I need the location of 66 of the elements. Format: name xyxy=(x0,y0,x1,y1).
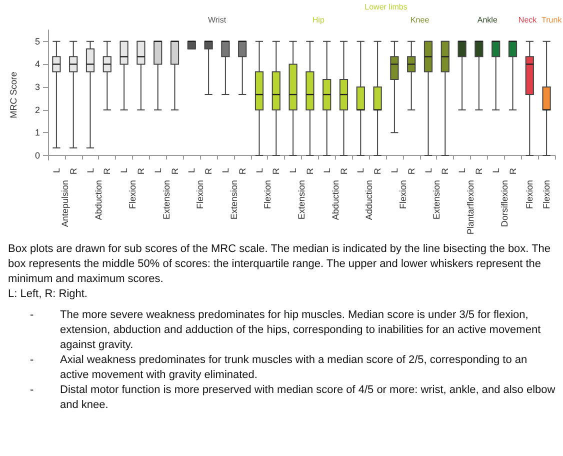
y-axis-title: MRC Score xyxy=(8,72,18,118)
x-tick-label: R xyxy=(102,168,112,174)
y-tick-label: 0 xyxy=(34,150,40,160)
text: - xyxy=(30,353,35,368)
y-tick-label: 1 xyxy=(34,128,40,138)
text: Abduction xyxy=(94,180,104,220)
text: - xyxy=(30,383,35,398)
x-tick-label: R xyxy=(204,168,214,174)
text: Extension xyxy=(296,180,306,220)
text: Extension xyxy=(161,180,172,220)
x-tick-label: L xyxy=(220,168,230,174)
text: - xyxy=(30,308,35,323)
y-tick-label: 2 xyxy=(34,104,40,115)
x-tick-label: R xyxy=(68,168,78,174)
x-tick-label: L xyxy=(389,168,400,174)
text: Trunk xyxy=(542,16,563,24)
x-tick-label: R xyxy=(304,168,315,174)
x-tick-label: R xyxy=(170,168,180,174)
text: The more severe weakness predominates for hip muscles. Median score is under 3/5 for flexion, extension, abduction and adduction of the hips, corresponding to inabilities for an active movement against gravity. xyxy=(60,308,542,353)
text: Plantarflexion xyxy=(466,180,476,235)
text: Flexion xyxy=(262,180,273,210)
text: Adduction xyxy=(364,180,374,220)
text: Hip xyxy=(312,16,325,24)
text: Abduction xyxy=(330,180,340,220)
x-tick-label: R xyxy=(372,168,383,174)
text: Flexion xyxy=(542,180,552,210)
text: Flexion xyxy=(524,180,535,210)
x-tick-label: L xyxy=(423,168,434,174)
text: Dorsiflexion xyxy=(499,180,510,228)
x-tick-label: L xyxy=(152,168,163,174)
x-tick-label: R xyxy=(338,168,349,174)
x-tick-label: L xyxy=(186,168,197,174)
x-tick-label: L xyxy=(356,168,366,174)
text: L: Left, R: Right. xyxy=(8,287,88,302)
x-tick-label: L xyxy=(51,168,62,174)
x-tick-label: L xyxy=(119,168,130,174)
x-tick-label: R xyxy=(271,168,282,174)
text: Ankle xyxy=(477,16,498,24)
text: Box plots are drawn for sub scores of the MRC scale. The median is indicated by the line bisecting the box. The box represents the middle 50% of scores: the interquartile range. The upper and lower whiskers represent the minimum and maximum scores. xyxy=(8,242,552,287)
x-tick-label: L xyxy=(85,168,96,174)
y-tick-label: 4 xyxy=(34,59,40,70)
text: Extension xyxy=(228,180,239,220)
x-tick-label: R xyxy=(136,168,146,174)
x-tick-label: L xyxy=(490,168,501,174)
x-tick-label: L xyxy=(322,168,332,174)
x-tick-label: R xyxy=(474,168,484,174)
x-tick-label: L xyxy=(457,168,468,174)
x-tick-label: R xyxy=(237,168,248,174)
y-tick-label: 5 xyxy=(34,36,40,46)
x-tick-label: R xyxy=(508,168,518,174)
text: Flexion xyxy=(398,180,408,210)
text: Lower limbs xyxy=(364,2,408,12)
text: Extension xyxy=(432,180,442,220)
y-tick-label: 3 xyxy=(34,82,40,92)
text: Neck xyxy=(518,16,538,24)
x-tick-label: L xyxy=(288,168,298,174)
text: Distal motor function is more preserved with median score of 4/5 or more: wrist, ankle, and also elbow and knee. xyxy=(60,383,556,413)
x-tick-label: R xyxy=(406,168,416,174)
text: Axial weakness predominates for trunk muscles with a median score of 2/5, corresponding to an active movement with gravity eliminated. xyxy=(60,353,528,383)
x-tick-label: R xyxy=(440,168,450,174)
text: Flexion xyxy=(195,180,206,210)
x-tick-label: L xyxy=(254,168,264,174)
text: Flexion xyxy=(128,180,138,210)
text: Wrist xyxy=(208,16,227,24)
text: Antepulsion xyxy=(60,180,70,228)
text: Knee xyxy=(410,16,430,24)
